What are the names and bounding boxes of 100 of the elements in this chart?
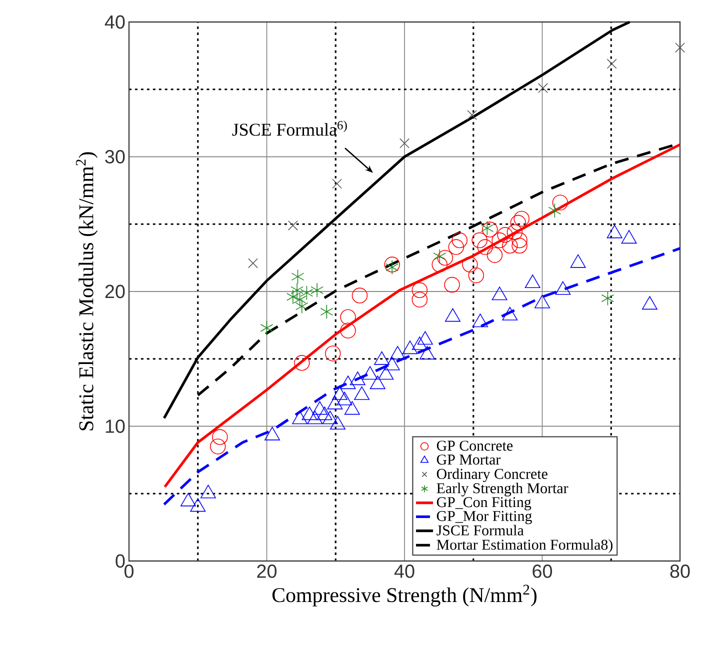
legend-label: JSCE Formula [436, 524, 524, 536]
point [492, 232, 508, 248]
point [362, 366, 378, 380]
point [300, 285, 314, 300]
point [200, 484, 216, 498]
point [444, 308, 460, 322]
point [330, 416, 346, 430]
point [433, 249, 446, 264]
point [320, 304, 334, 320]
point [552, 194, 568, 210]
point [322, 410, 338, 424]
point [512, 232, 528, 248]
point [293, 292, 306, 307]
point [340, 322, 356, 338]
point [480, 220, 494, 236]
point [412, 282, 428, 298]
point [468, 267, 484, 284]
x-tick-label: 60 [532, 564, 552, 578]
point [482, 222, 498, 238]
legend-label: GP_Mor Fitting [436, 511, 532, 524]
point [327, 396, 343, 410]
point [370, 376, 386, 390]
y-tick-label: 40 [104, 15, 125, 29]
point [477, 239, 493, 255]
point [506, 224, 523, 240]
y-axis-title: Static Elastic Modulus (kN/mm$^{2}$) [76, 152, 98, 430]
point [510, 214, 526, 231]
point [332, 386, 348, 400]
point [291, 269, 304, 284]
point [512, 238, 528, 254]
point [312, 401, 328, 415]
point [350, 372, 366, 386]
annotation: JSCE Formula$^{6)}$ [232, 120, 347, 136]
point [467, 110, 477, 120]
point [340, 309, 356, 325]
point [538, 83, 548, 94]
point [344, 401, 360, 415]
point [264, 426, 280, 440]
y-tick-label: 0 [116, 554, 125, 568]
point [606, 58, 617, 69]
point [180, 492, 196, 506]
x-tick-label: 20 [257, 564, 277, 578]
legend-label: Early Strength Mortar [436, 482, 568, 496]
x-axis-title: Compressive Strength (N/mm$^{2}$) [272, 584, 536, 606]
y-tick-label: 20 [105, 284, 125, 298]
point [286, 290, 300, 304]
point [534, 294, 550, 308]
point [402, 340, 418, 354]
point [502, 306, 518, 320]
y-tick-label: 30 [105, 150, 125, 164]
point [248, 258, 258, 268]
point [444, 276, 460, 293]
point [420, 346, 435, 360]
legend-label: Ordinary Concrete [436, 468, 548, 482]
point [412, 292, 428, 308]
point [384, 256, 400, 272]
point [354, 386, 370, 400]
point [340, 376, 356, 390]
legend-label: GP Mortar [436, 454, 501, 465]
point [386, 260, 399, 275]
point [190, 498, 206, 512]
point [412, 336, 428, 350]
point [378, 366, 394, 380]
point [325, 346, 341, 362]
point [432, 256, 448, 272]
point [472, 314, 488, 328]
legend-label: Mortar Estimation Formula8) [436, 539, 612, 553]
point [555, 281, 571, 295]
point [514, 210, 530, 227]
point [294, 355, 310, 371]
x-tick-label: 40 [394, 564, 414, 578]
point [384, 356, 400, 370]
point [390, 346, 406, 360]
point [642, 296, 658, 310]
point [374, 351, 390, 365]
y-tick-label: 10 [106, 420, 125, 433]
point [675, 42, 685, 53]
point [332, 178, 342, 189]
point [548, 203, 562, 218]
point [400, 138, 410, 148]
point [352, 288, 368, 304]
point [462, 256, 478, 272]
legend-label: GP_Con Fitting [436, 497, 532, 510]
point [486, 247, 503, 263]
x-tick-label: 0 [124, 564, 134, 578]
point [452, 232, 468, 248]
point [502, 238, 518, 254]
point [310, 282, 324, 298]
point [292, 410, 308, 424]
point [302, 406, 318, 420]
point [524, 274, 540, 288]
point [601, 290, 614, 306]
point [417, 331, 433, 345]
x-tick-label: 80 [670, 564, 690, 578]
point [492, 286, 508, 300]
point [260, 320, 274, 336]
point [497, 227, 513, 243]
legend-label: GP Concrete [436, 440, 513, 451]
point [307, 410, 323, 424]
point [290, 282, 304, 298]
